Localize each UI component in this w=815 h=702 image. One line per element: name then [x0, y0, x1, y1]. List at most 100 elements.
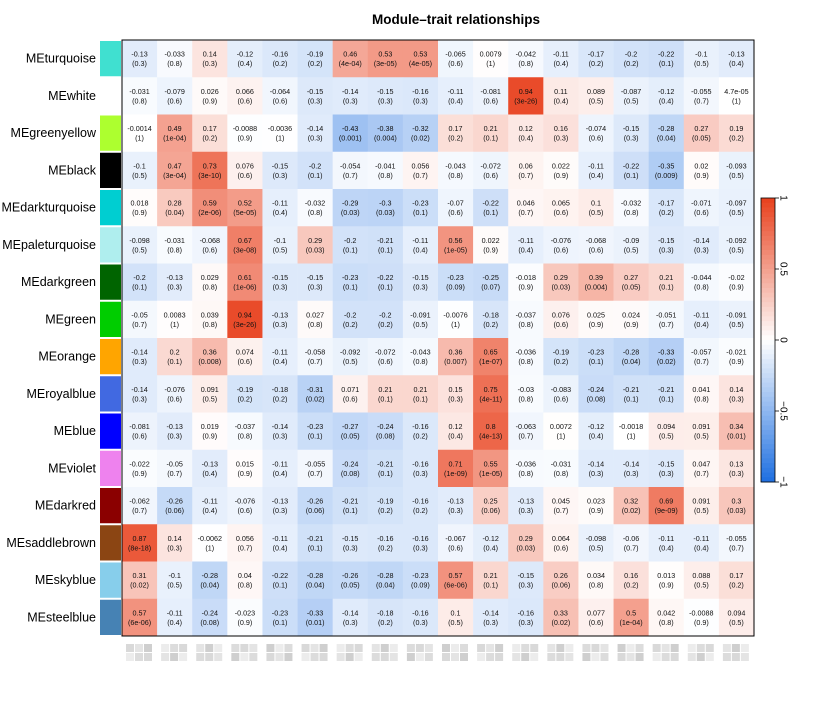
colorbar-segment	[761, 259, 775, 265]
cell-pvalue-label: (0.8)	[518, 357, 533, 366]
heatmap-cell	[157, 561, 193, 600]
cell-pvalue-label: (0.1)	[132, 283, 147, 292]
heatmap-cell	[473, 449, 509, 488]
colorbar-segment	[761, 434, 775, 440]
heatmap-cell-labels: -0.13(0.3)-0.033(0.8)0.14(0.3)-0.12(0.4)…	[127, 50, 748, 627]
heatmap-cell	[227, 524, 263, 562]
cell-pvalue-label: (4e-05)	[409, 59, 432, 68]
cell-pvalue-label: (0.1)	[308, 171, 323, 180]
cell-pvalue-label: (0.02)	[411, 134, 430, 143]
cell-correlation-label: -0.098	[586, 534, 606, 543]
cell-correlation-label: -0.15	[272, 161, 288, 170]
cell-correlation-label: -0.24	[588, 385, 604, 394]
cell-correlation-label: 0.094	[727, 608, 745, 617]
cell-correlation-label: 0.077	[587, 608, 605, 617]
cell-correlation-label: -0.27	[342, 422, 358, 431]
cell-pvalue-label: (0.6)	[448, 208, 463, 217]
cell-correlation-label: -0.28	[307, 571, 323, 580]
heatmap-cell	[438, 40, 474, 78]
heatmap-cell	[543, 40, 579, 78]
cell-pvalue-label: (0.2)	[729, 581, 744, 590]
cell-correlation-label: 0.59	[203, 199, 217, 208]
heatmap-cell	[262, 524, 298, 562]
heatmap-cell	[227, 77, 263, 115]
heatmap-cell	[578, 77, 614, 115]
heatmap-cell	[613, 338, 649, 376]
colorbar-segment	[761, 212, 775, 218]
cell-pvalue-label: (0.9)	[729, 357, 744, 366]
cell-correlation-label: -0.24	[377, 422, 393, 431]
column-label-pixel	[345, 644, 354, 652]
cell-pvalue-label: (0.8)	[132, 96, 147, 105]
heatmap-cell	[367, 151, 404, 190]
cell-correlation-label: -0.28	[658, 124, 674, 133]
cell-correlation-label: -0.22	[377, 273, 393, 282]
cell-correlation-label: -0.11	[272, 199, 288, 208]
heatmap-cell	[227, 412, 263, 451]
cell-pvalue-label: (0.08)	[587, 394, 606, 403]
colorbar-segment	[761, 250, 775, 256]
cell-pvalue-label: (1)	[556, 432, 565, 441]
column-label-pixel	[170, 644, 179, 652]
cell-correlation-label: 0.091	[201, 385, 219, 394]
cell-pvalue-label: (0.6)	[273, 96, 288, 105]
cell-correlation-label: -0.063	[516, 422, 536, 431]
heatmap-cell	[718, 300, 755, 339]
cell-pvalue-label: (0.9)	[624, 320, 639, 329]
heatmap-cell	[297, 375, 333, 413]
colorbar-segment	[761, 368, 775, 374]
cell-correlation-label: 0.21	[413, 385, 427, 394]
heatmap-cell	[578, 338, 614, 376]
colorbar-segment	[761, 325, 775, 331]
cell-pvalue-label: (0.3)	[132, 394, 147, 403]
cell-correlation-label: -0.15	[272, 273, 288, 282]
cell-correlation-label: -0.16	[412, 459, 428, 468]
heatmap-cell	[473, 338, 509, 376]
cell-pvalue-label: (0.4)	[448, 432, 463, 441]
cell-correlation-label: -0.036	[516, 348, 536, 357]
heatmap-cell	[508, 300, 544, 339]
cell-pvalue-label: (0.6)	[237, 96, 252, 105]
heatmap-cell	[227, 338, 263, 376]
heatmap-cell	[473, 151, 509, 190]
row-label-MEgreen: MEgreen	[45, 312, 96, 326]
cell-correlation-label: -0.11	[588, 161, 604, 170]
column-label-pixel	[661, 644, 670, 652]
heatmap-cell	[683, 598, 720, 637]
cell-correlation-label: -0.076	[164, 385, 184, 394]
cell-correlation-label: -0.043	[410, 348, 430, 357]
cell-correlation-label: -0.067	[445, 534, 465, 543]
cell-correlation-label: 0.0083	[164, 310, 186, 319]
heatmap-cell	[227, 226, 263, 264]
row-label-MEdarkgreen: MEdarkgreen	[21, 275, 96, 289]
heatmap-cell	[192, 300, 228, 339]
cell-pvalue-label: (0.1)	[378, 469, 393, 478]
heatmap-cell	[192, 226, 228, 264]
cell-correlation-label: 0.27	[694, 124, 708, 133]
cell-correlation-label: -0.11	[448, 87, 464, 96]
heatmap-cell	[332, 338, 369, 376]
cell-correlation-label: -0.14	[623, 459, 639, 468]
cell-pvalue-label: (0.3)	[413, 96, 428, 105]
cell-pvalue-label: (0.3)	[553, 134, 568, 143]
colorbar-segment	[761, 344, 775, 350]
heatmap-cell	[227, 598, 263, 637]
cell-correlation-label: -0.05	[166, 459, 182, 468]
heatmap-cell	[508, 412, 544, 451]
cell-pvalue-label: (0.8)	[167, 245, 182, 254]
colorbar-segment	[761, 354, 775, 360]
heatmap-cell	[227, 487, 263, 525]
module-swatch-MEblack	[100, 152, 121, 188]
cell-correlation-label: -0.16	[377, 534, 393, 543]
column-label-pixel	[336, 644, 345, 652]
cell-correlation-label: -0.28	[623, 348, 639, 357]
colorbar-segment	[761, 377, 775, 383]
cell-correlation-label: -0.093	[726, 161, 746, 170]
cell-pvalue-label: (0.8)	[167, 59, 182, 68]
cell-correlation-label: -0.26	[166, 497, 182, 506]
cell-pvalue-label: (0.2)	[729, 134, 744, 143]
cell-pvalue-label: (0.3)	[273, 283, 288, 292]
cell-correlation-label: 0.16	[624, 571, 638, 580]
heatmap-cell	[192, 375, 228, 413]
cell-correlation-label: -0.13	[166, 422, 182, 431]
